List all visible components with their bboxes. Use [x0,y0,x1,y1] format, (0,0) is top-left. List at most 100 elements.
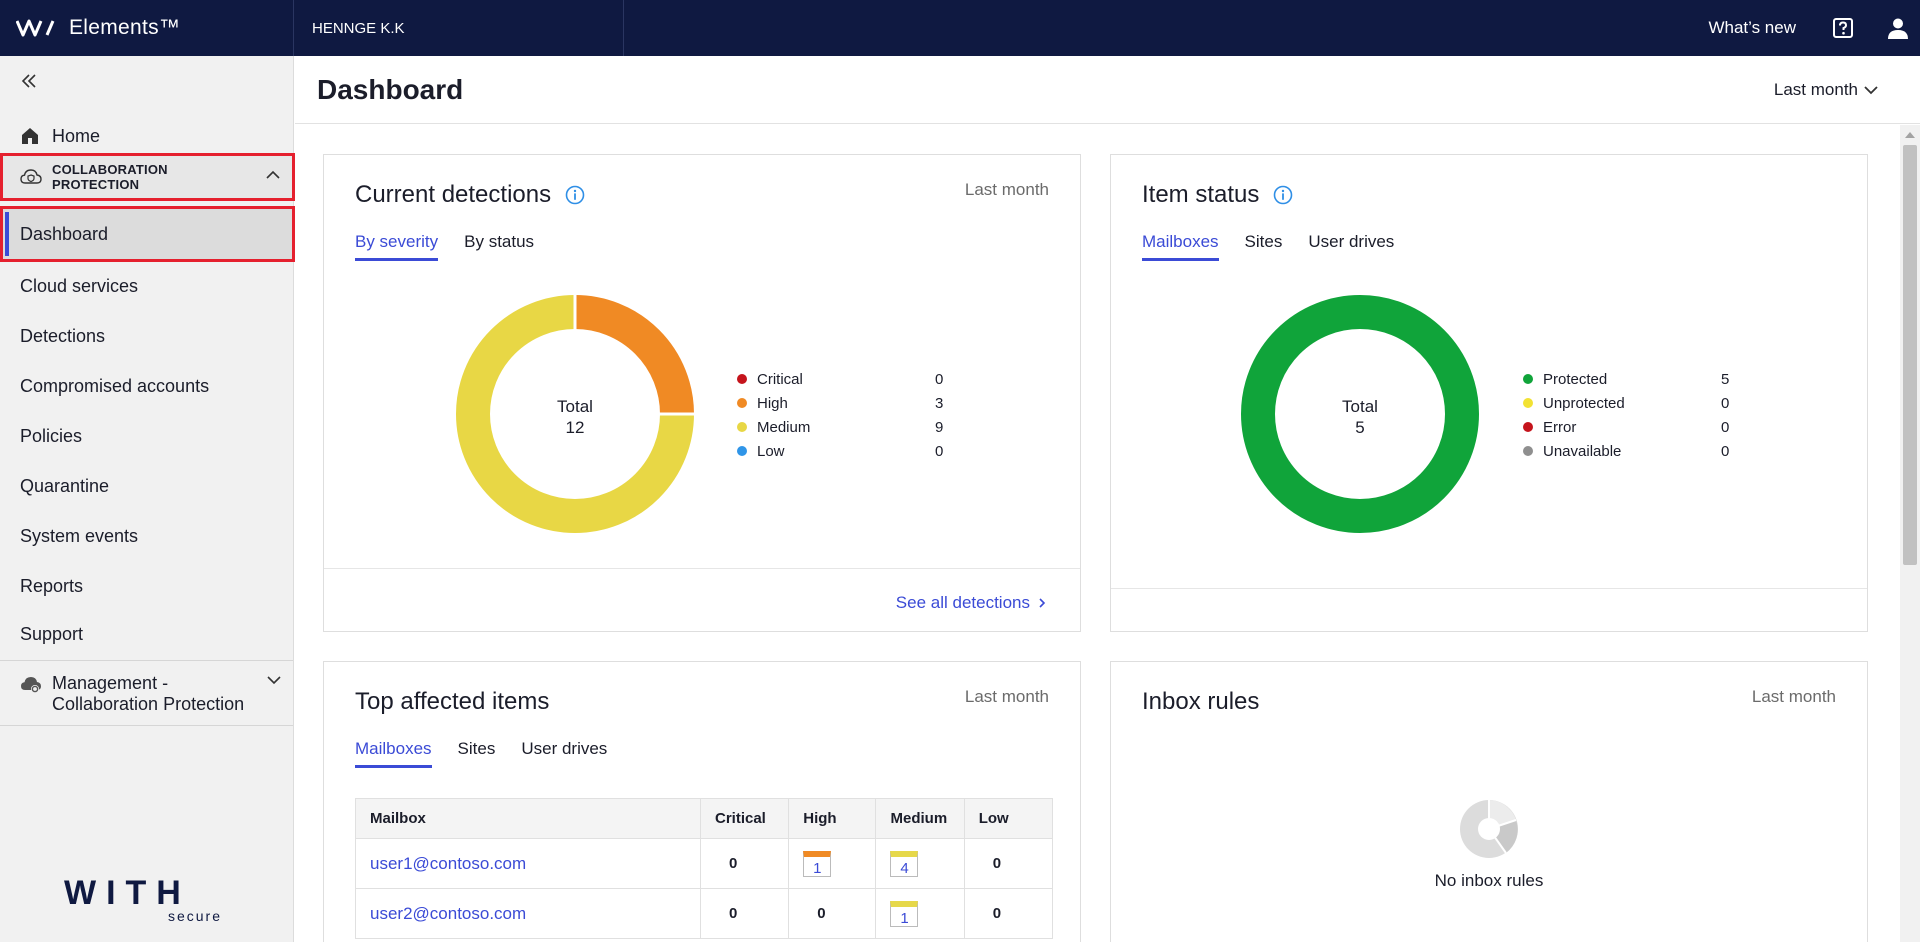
donut-slice-protected[interactable] [1241,295,1479,533]
legend-value: 0 [1721,418,1730,436]
chevron-down-icon[interactable] [267,675,281,685]
mailbox-link[interactable]: user1@contoso.com [355,838,701,889]
top-affected-table: Mailbox Critical High Medium Low user1@c… [355,798,1054,939]
top-affected-tabs: Mailboxes Sites User drives [355,739,607,768]
low-count: 0 [963,838,1054,889]
sidebar-item-cloud-services[interactable]: Cloud services [0,266,293,306]
legend-item-protected: Protected 5 [1523,367,1741,391]
legend-dot [1523,398,1533,408]
legend-label: Unavailable [1543,442,1622,460]
legend-label: Critical [757,370,803,388]
item-status-legend: Protected 5 Unprotected 0 Error 0 Unavailable 0 [1523,367,1741,463]
sidebar-group-collaboration-protection[interactable]: COLLABORATION PROTECTION [0,153,295,201]
medium-cell: 4 [875,838,965,889]
dashboard-content: Current detections Last month By severit… [295,125,1900,942]
donut-total-label: Total [1342,397,1378,416]
card-title-text: Current detections [355,181,552,208]
tab-sites[interactable]: Sites [457,739,496,758]
card-period: Last month [964,687,1049,706]
period-dropdown[interactable]: Last month [1774,80,1878,100]
legend-item-unprotected: Unprotected 0 [1523,391,1741,415]
legend-value: 3 [935,394,944,412]
sidebar-item-label: Reports [20,575,84,596]
medium-count-badge[interactable]: 4 [890,850,919,877]
user-icon[interactable] [1886,16,1910,40]
tab-by-status[interactable]: By status [464,232,535,251]
cloud-shield-icon [20,169,42,184]
sidebar-item-system-events[interactable]: System events [0,516,293,556]
legend-value: 0 [935,370,944,388]
high-count-badge[interactable]: 1 [803,850,832,877]
sidebar-item-dashboard[interactable]: Dashboard [0,206,295,262]
detections-donut-chart [456,295,694,533]
legend-label: Error [1543,418,1577,436]
withsecure-logo: WITH secure [64,876,234,924]
legend-label: Protected [1543,370,1608,388]
top-bar: Elements™ HENNGE K.K What’s new [0,0,1920,56]
sidebar-item-label: Detections [20,325,106,346]
donut-total: Total 5 [1241,396,1479,438]
info-icon[interactable] [1273,185,1293,205]
column-header-critical[interactable]: Critical [699,798,790,839]
sidebar-item-home[interactable]: Home [0,116,293,156]
legend-item-medium: Medium 9 [737,415,955,439]
sidebar-item-support[interactable]: Support [0,614,293,654]
whats-new-link[interactable]: What’s new [1708,18,1796,37]
chevron-right-icon [1039,598,1046,608]
see-all-detections-label: See all detections [895,593,1030,612]
card-period: Last month [1751,687,1836,706]
collapse-sidebar-icon[interactable] [18,70,40,92]
legend-value: 0 [935,442,944,460]
column-header-medium[interactable]: Medium [875,798,965,839]
sidebar-item-label: Quarantine [20,475,110,496]
sidebar-item-compromised-accounts[interactable]: Compromised accounts [0,366,293,406]
tab-user-drives[interactable]: User drives [1308,232,1395,251]
column-header-high[interactable]: High [788,798,877,839]
donut-slice-high[interactable] [574,295,694,415]
legend-value: 0 [1721,394,1730,412]
current-detections-card: Current detections Last month By severit… [323,154,1081,632]
brand[interactable]: Elements™ [0,0,294,56]
medium-count-badge[interactable]: 1 [890,900,919,927]
tab-mailboxes[interactable]: Mailboxes [1142,232,1219,261]
column-header-mailbox[interactable]: Mailbox [355,798,701,839]
scroll-up-arrow-icon[interactable] [1904,131,1916,139]
tab-mailboxes[interactable]: Mailboxes [355,739,432,768]
help-icon[interactable] [1832,17,1854,39]
legend-dot [1523,446,1533,456]
item-status-tabs: Mailboxes Sites User drives [1142,232,1394,261]
tab-by-severity[interactable]: By severity [355,232,439,261]
sidebar-item-quarantine[interactable]: Quarantine [0,466,293,506]
page-scrollbar[interactable] [1900,125,1920,942]
card-title: Item status [1142,181,1293,209]
legend-dot [737,374,747,384]
card-title-text: Inbox rules [1142,688,1260,715]
sidebar-item-policies[interactable]: Policies [0,416,293,456]
chevron-up-icon[interactable] [266,170,280,180]
legend-item-critical: Critical 0 [737,367,955,391]
page-title: Dashboard [317,74,464,105]
donut-slice-medium[interactable] [456,295,694,533]
sidebar-item-detections[interactable]: Detections [0,316,293,356]
sidebar-group-label: Management - Collaboration Protection [52,673,245,714]
item-status-donut-chart [1241,295,1479,533]
legend-item-high: High 3 [737,391,955,415]
see-all-detections-link[interactable]: See all detections [896,593,1046,613]
page-header: Dashboard Last month [295,56,1920,124]
mailbox-link[interactable]: user2@contoso.com [355,888,701,939]
sidebar-item-reports[interactable]: Reports [0,566,293,606]
tab-user-drives[interactable]: User drives [521,739,608,758]
legend-value: 9 [935,418,944,436]
legend-label: High [757,394,788,412]
info-icon[interactable] [565,185,585,205]
detections-tabs: By severity By status [355,232,534,261]
tab-sites[interactable]: Sites [1244,232,1283,251]
withsecure-mark-icon [16,19,55,37]
tenant-name[interactable]: HENNGE K.K [294,0,624,56]
table-row: user1@contoso.com 0 1 4 0 [355,838,1054,889]
legend-value: 0 [1721,442,1730,460]
scrollbar-thumb[interactable] [1903,145,1917,565]
sidebar-group-management[interactable]: Management - Collaboration Protection [0,660,293,726]
empty-state-text: No inbox rules [1434,871,1544,890]
column-header-low[interactable]: Low [963,798,1054,839]
